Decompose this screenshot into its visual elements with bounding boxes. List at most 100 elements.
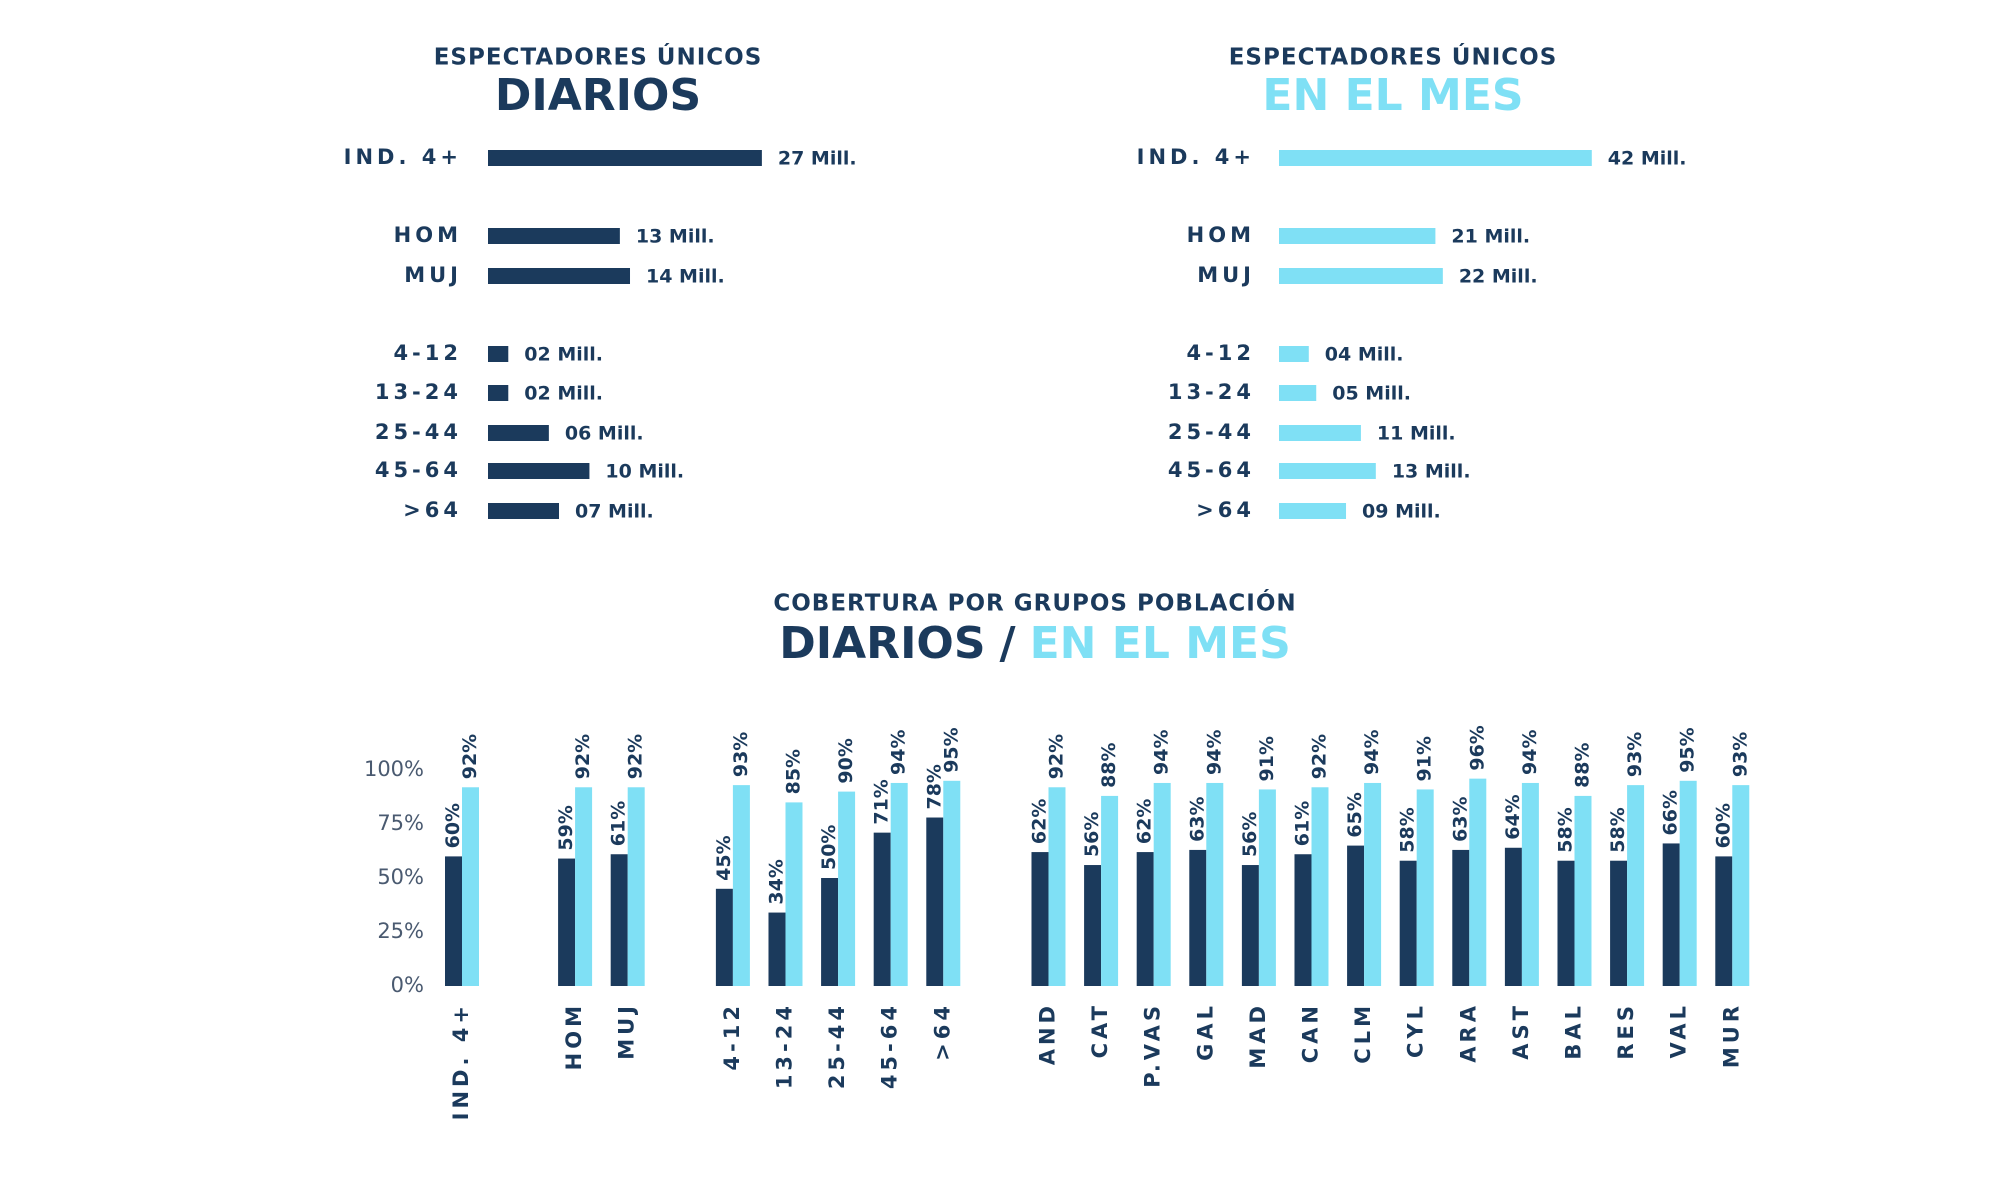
- x-tick-label: VAL: [1667, 1002, 1691, 1058]
- bar: [1084, 865, 1102, 986]
- value-label: 59%: [555, 805, 577, 850]
- y-tick-label: 50%: [377, 865, 424, 889]
- x-tick-label: CYL: [1404, 1002, 1428, 1058]
- x-tick-label: 45-64: [878, 1002, 902, 1089]
- chart-title: EN EL MES: [1262, 70, 1523, 121]
- value-label: 65%: [1344, 792, 1366, 837]
- bar: [821, 878, 839, 986]
- bar: [627, 787, 645, 986]
- value-label: 02 Mill.: [524, 344, 603, 366]
- bar: [1294, 854, 1312, 986]
- x-tick-label: CLM: [1351, 1002, 1375, 1064]
- value-label: 56%: [1081, 812, 1103, 857]
- category-label: MUJ: [1197, 263, 1255, 287]
- bar: [1504, 847, 1522, 986]
- value-label: 91%: [1256, 736, 1278, 781]
- value-label: 61%: [1291, 801, 1313, 846]
- value-label: 62%: [1134, 799, 1156, 844]
- y-tick-label: 100%: [364, 757, 424, 781]
- value-label: 88%: [1571, 742, 1593, 787]
- chart-subtitle: COBERTURA POR GRUPOS POBLACIÓN: [773, 589, 1296, 617]
- bar: [732, 785, 750, 986]
- value-label: 92%: [1045, 734, 1067, 779]
- value-label: 91%: [1414, 736, 1436, 781]
- bar: [488, 385, 509, 401]
- x-tick-label: HOM: [562, 1002, 586, 1070]
- bar: [926, 817, 944, 986]
- bar: [1557, 860, 1575, 986]
- bar: [1258, 789, 1276, 986]
- category-label: >64: [403, 498, 462, 522]
- value-label: 61%: [608, 801, 630, 846]
- x-tick-label: ARA: [1456, 1002, 1480, 1063]
- value-label: 60%: [1712, 803, 1734, 848]
- value-label: 07 Mill.: [575, 501, 654, 523]
- value-label: 78%: [923, 764, 945, 809]
- value-label: 02 Mill.: [524, 383, 603, 405]
- category-label: IND. 4+: [344, 145, 462, 169]
- value-label: 63%: [1449, 796, 1471, 841]
- value-label: 22 Mill.: [1459, 266, 1538, 288]
- bar: [1469, 778, 1487, 986]
- bar: [1521, 782, 1539, 986]
- value-label: 56%: [1239, 812, 1261, 857]
- category-label: 45-64: [375, 458, 462, 482]
- value-label: 88%: [1098, 742, 1120, 787]
- value-label: 13 Mill.: [1392, 461, 1471, 483]
- value-label: 93%: [730, 732, 752, 777]
- value-label: 95%: [1677, 727, 1699, 772]
- bar: [1031, 852, 1049, 986]
- value-label: 92%: [625, 734, 647, 779]
- value-label: 04 Mill.: [1325, 344, 1404, 366]
- bar: [1311, 787, 1329, 986]
- category-label: 13-24: [1168, 380, 1255, 404]
- category-label: 4-12: [393, 341, 462, 365]
- bar: [1279, 385, 1317, 401]
- y-tick-label: 75%: [377, 811, 424, 835]
- value-label: 05 Mill.: [1332, 383, 1411, 405]
- value-label: 94%: [1519, 729, 1541, 774]
- value-label: 11 Mill.: [1377, 423, 1456, 445]
- bar: [488, 425, 549, 441]
- bar: [1399, 860, 1417, 986]
- x-tick-label: RES: [1614, 1002, 1638, 1060]
- bar: [1136, 852, 1154, 986]
- value-label: 94%: [1151, 729, 1173, 774]
- x-tick-label: >64: [930, 1002, 954, 1061]
- bar: [1153, 782, 1171, 986]
- value-label: 71%: [871, 779, 893, 824]
- bar: [1732, 785, 1750, 986]
- value-label: 66%: [1660, 790, 1682, 835]
- value-label: 42 Mill.: [1608, 148, 1687, 170]
- bar: [1048, 787, 1066, 986]
- bar: [1452, 849, 1470, 986]
- x-tick-label: IND. 4+: [449, 1002, 473, 1120]
- bar: [838, 791, 856, 986]
- bar: [1416, 789, 1434, 986]
- category-label: MUJ: [404, 263, 462, 287]
- value-label: 85%: [782, 749, 804, 794]
- bar: [488, 228, 620, 244]
- category-label: 4-12: [1186, 341, 1255, 365]
- value-label: 60%: [442, 803, 464, 848]
- bar: [488, 150, 762, 166]
- title-part: EN EL MES: [1030, 618, 1291, 669]
- bar: [1662, 843, 1680, 986]
- category-label: >64: [1196, 498, 1255, 522]
- value-label: 06 Mill.: [565, 423, 644, 445]
- value-label: 90%: [835, 738, 857, 783]
- value-label: 58%: [1607, 807, 1629, 852]
- value-label: 58%: [1554, 807, 1576, 852]
- value-label: 58%: [1397, 807, 1419, 852]
- value-label: 96%: [1466, 725, 1488, 770]
- bar: [1279, 228, 1436, 244]
- bar: [1279, 425, 1361, 441]
- x-tick-label: 13-24: [772, 1002, 796, 1089]
- y-tick-label: 0%: [391, 973, 424, 997]
- category-label: 25-44: [375, 420, 462, 444]
- value-label: 45%: [713, 835, 735, 880]
- bar: [1364, 782, 1382, 986]
- bar: [785, 802, 803, 986]
- bar: [1610, 860, 1628, 986]
